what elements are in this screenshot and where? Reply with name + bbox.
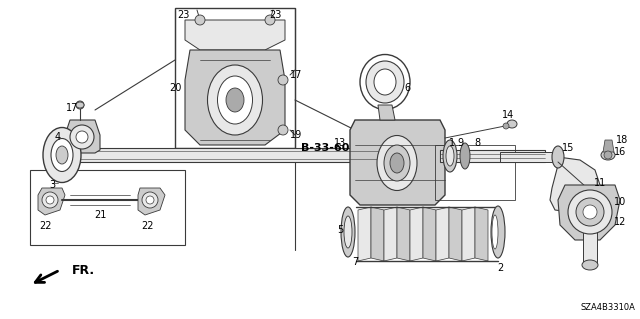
Ellipse shape bbox=[492, 215, 498, 249]
Bar bbox=[30, 170, 185, 245]
Text: 3: 3 bbox=[49, 180, 55, 190]
Polygon shape bbox=[583, 232, 597, 265]
Circle shape bbox=[146, 196, 154, 204]
Polygon shape bbox=[65, 120, 100, 153]
Circle shape bbox=[142, 192, 158, 208]
Text: 4: 4 bbox=[55, 132, 61, 142]
Text: 20: 20 bbox=[169, 83, 181, 93]
Polygon shape bbox=[475, 207, 488, 261]
Polygon shape bbox=[423, 207, 436, 261]
Text: 8: 8 bbox=[474, 138, 480, 148]
Text: 22: 22 bbox=[40, 221, 52, 231]
Ellipse shape bbox=[218, 76, 253, 124]
Text: 22: 22 bbox=[141, 221, 154, 231]
Ellipse shape bbox=[443, 140, 457, 172]
Text: 15: 15 bbox=[562, 143, 574, 153]
Polygon shape bbox=[350, 120, 445, 205]
Text: B-33-60: B-33-60 bbox=[301, 143, 349, 153]
Circle shape bbox=[568, 190, 612, 234]
Ellipse shape bbox=[507, 120, 517, 128]
Ellipse shape bbox=[344, 216, 352, 248]
Text: SZA4B3310A: SZA4B3310A bbox=[580, 303, 635, 312]
Ellipse shape bbox=[341, 207, 355, 257]
Text: 16: 16 bbox=[614, 147, 626, 157]
Circle shape bbox=[576, 198, 604, 226]
Text: 10: 10 bbox=[614, 197, 626, 207]
Text: 17: 17 bbox=[66, 103, 78, 113]
Bar bbox=[435, 145, 515, 200]
Polygon shape bbox=[185, 50, 285, 145]
Circle shape bbox=[70, 125, 94, 149]
Polygon shape bbox=[58, 148, 395, 162]
Circle shape bbox=[76, 131, 88, 143]
Circle shape bbox=[46, 196, 54, 204]
Circle shape bbox=[278, 75, 288, 85]
Ellipse shape bbox=[360, 55, 410, 109]
Text: 23: 23 bbox=[269, 10, 281, 20]
Text: 7: 7 bbox=[352, 257, 358, 267]
Polygon shape bbox=[449, 207, 462, 261]
Text: 5: 5 bbox=[337, 225, 343, 235]
Polygon shape bbox=[384, 207, 397, 261]
Text: 23: 23 bbox=[177, 10, 189, 20]
Circle shape bbox=[76, 101, 84, 109]
Ellipse shape bbox=[226, 88, 244, 112]
Text: 12: 12 bbox=[614, 217, 626, 227]
Circle shape bbox=[583, 205, 597, 219]
Circle shape bbox=[42, 192, 58, 208]
Polygon shape bbox=[462, 207, 475, 261]
Circle shape bbox=[195, 15, 205, 25]
Text: 13: 13 bbox=[334, 138, 346, 148]
Polygon shape bbox=[38, 188, 65, 215]
Text: FR.: FR. bbox=[72, 263, 95, 277]
Text: 18: 18 bbox=[616, 135, 628, 145]
Ellipse shape bbox=[582, 260, 598, 270]
Ellipse shape bbox=[460, 143, 470, 169]
Circle shape bbox=[265, 15, 275, 25]
Text: 6: 6 bbox=[404, 83, 410, 93]
Polygon shape bbox=[558, 185, 620, 240]
Ellipse shape bbox=[390, 153, 404, 173]
Polygon shape bbox=[440, 150, 545, 162]
Bar bbox=[175, 8, 295, 148]
Ellipse shape bbox=[51, 138, 73, 172]
Ellipse shape bbox=[76, 102, 84, 108]
Polygon shape bbox=[500, 152, 560, 162]
Ellipse shape bbox=[366, 61, 404, 103]
Ellipse shape bbox=[446, 146, 454, 166]
Polygon shape bbox=[603, 140, 614, 152]
Text: 1: 1 bbox=[449, 138, 455, 148]
Polygon shape bbox=[397, 207, 410, 261]
Ellipse shape bbox=[374, 69, 396, 95]
Ellipse shape bbox=[43, 128, 81, 182]
Text: 19: 19 bbox=[290, 130, 302, 140]
Ellipse shape bbox=[491, 206, 505, 258]
Circle shape bbox=[278, 125, 288, 135]
Text: 17: 17 bbox=[290, 70, 302, 80]
Circle shape bbox=[503, 123, 509, 129]
Polygon shape bbox=[550, 157, 600, 212]
Ellipse shape bbox=[552, 146, 564, 168]
Polygon shape bbox=[138, 188, 165, 215]
Polygon shape bbox=[410, 207, 423, 261]
Text: 2: 2 bbox=[497, 263, 503, 273]
Ellipse shape bbox=[56, 146, 68, 164]
Circle shape bbox=[604, 151, 612, 159]
Polygon shape bbox=[436, 207, 449, 261]
Ellipse shape bbox=[377, 136, 417, 190]
Ellipse shape bbox=[207, 65, 262, 135]
Text: 14: 14 bbox=[502, 110, 514, 120]
Polygon shape bbox=[378, 105, 395, 120]
Ellipse shape bbox=[384, 145, 410, 181]
Ellipse shape bbox=[601, 150, 615, 160]
Text: 21: 21 bbox=[94, 210, 106, 220]
Text: 11: 11 bbox=[594, 178, 606, 188]
Polygon shape bbox=[358, 207, 371, 261]
Polygon shape bbox=[371, 207, 384, 261]
Text: 9: 9 bbox=[457, 138, 463, 148]
Polygon shape bbox=[185, 20, 285, 50]
